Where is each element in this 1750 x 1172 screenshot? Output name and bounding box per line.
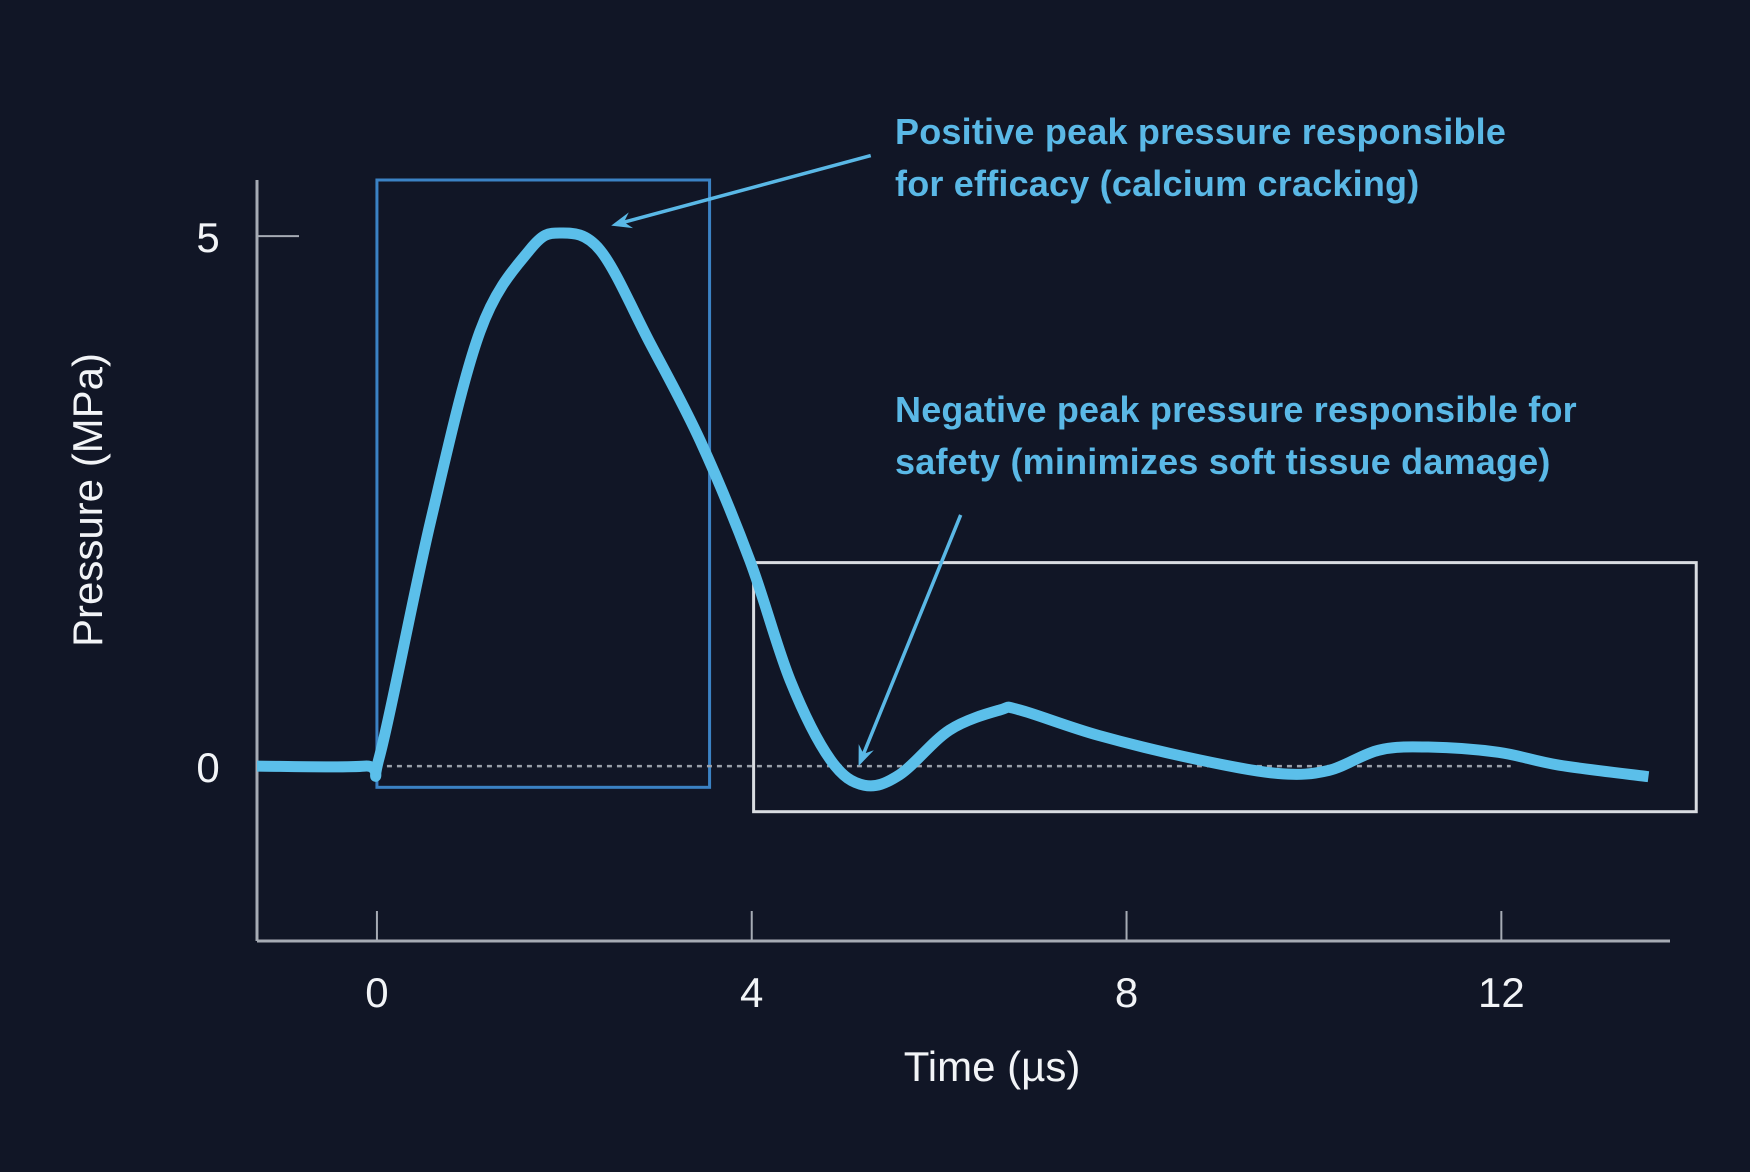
positive-peak-annotation-arrowhead xyxy=(611,212,634,229)
positive-peak-annotation-arrow-line xyxy=(623,153,872,224)
y-tick-label: 0 xyxy=(196,744,219,791)
negative-peak-box xyxy=(752,561,1698,814)
axes xyxy=(255,180,1670,943)
negative-peak-annotation-arrow-line xyxy=(861,514,963,755)
negative-peak-annotation-line-1: Negative peak pressure responsible for xyxy=(895,389,1577,430)
positive-peak-annotation-line-1: Positive peak pressure responsible xyxy=(895,111,1507,152)
positive-peak-box xyxy=(375,178,712,789)
x-tick-label: 0 xyxy=(365,969,388,1016)
x-axis-title: Time (µs) xyxy=(904,1043,1081,1090)
x-tick-label: 4 xyxy=(740,969,763,1016)
highlight-boxes xyxy=(375,178,1698,814)
series xyxy=(256,227,1650,792)
negative-peak-annotation-line-2: safety (minimizes soft tissue damage) xyxy=(895,441,1551,482)
positive-peak-annotation-line-2: for efficacy (calcium cracking) xyxy=(895,163,1420,204)
negative-peak-annotation: Negative peak pressure responsible for s… xyxy=(895,384,1577,488)
pressure-curve xyxy=(256,227,1650,792)
y-axis-title: Pressure (MPa) xyxy=(64,353,111,647)
positive-peak-annotation: Positive peak pressure responsible for e… xyxy=(895,106,1506,210)
x-tick-label: 12 xyxy=(1478,969,1525,1016)
ticks: 0 4 8 12 0 5 xyxy=(196,214,1524,1016)
annotation-arrows xyxy=(611,153,963,767)
y-tick-label: 5 xyxy=(196,214,219,261)
x-tick-label: 8 xyxy=(1115,969,1138,1016)
negative-peak-annotation-arrowhead xyxy=(858,744,874,767)
